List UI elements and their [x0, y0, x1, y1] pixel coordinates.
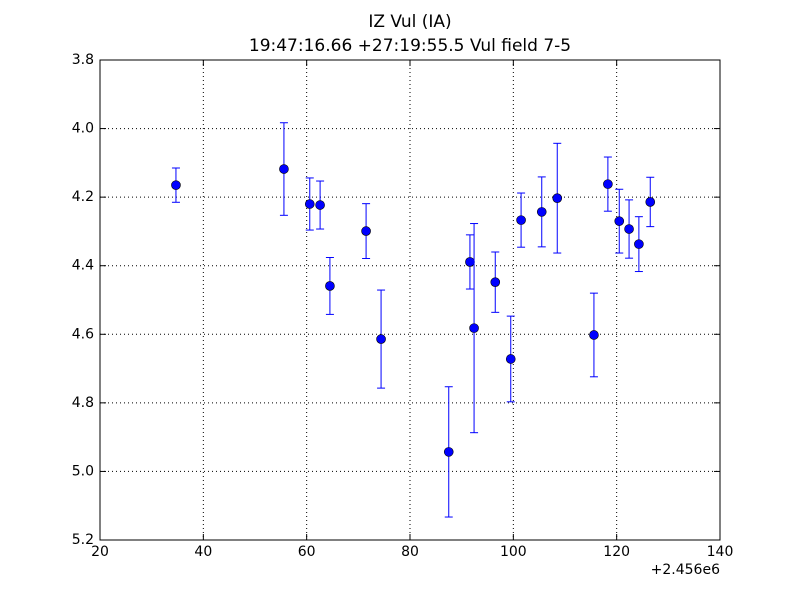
- chart-subtitle: 19:47:16.66 +27:19:55.5 Vul field 7-5: [249, 36, 571, 56]
- data-point: [589, 330, 599, 340]
- y-tick-label: 4.0: [72, 121, 94, 137]
- data-point: [624, 224, 634, 234]
- data-point: [315, 200, 325, 210]
- data-point: [603, 179, 613, 189]
- data-point: [465, 257, 475, 267]
- data-point: [505, 354, 516, 364]
- y-tick-label: 5.0: [72, 463, 94, 479]
- data-point: [634, 239, 644, 249]
- x-tick-label: 20: [91, 544, 109, 560]
- data-point: [443, 447, 454, 457]
- plot-frame: [99, 59, 721, 541]
- data-point: [304, 199, 315, 209]
- data-point: [645, 197, 656, 207]
- data-point: [469, 323, 479, 333]
- y-tick-label: 3.8: [72, 52, 94, 68]
- x-tick-label: 100: [500, 544, 527, 560]
- y-tick-label: 4.6: [72, 326, 94, 342]
- data-point: [552, 193, 563, 203]
- data-point: [376, 334, 386, 344]
- data-point: [361, 226, 371, 236]
- y-tick-label: 4.8: [72, 395, 94, 411]
- data-point: [490, 277, 501, 287]
- x-tick-label: 120: [603, 544, 630, 560]
- chart-title: IZ Vul (IA): [368, 12, 451, 32]
- data-point: [516, 215, 526, 225]
- x-offset-label: +2.456e6: [651, 562, 720, 578]
- x-tick-label: 140: [707, 544, 734, 560]
- y-tick-label: 4.2: [72, 189, 94, 205]
- y-tick-label: 5.2: [72, 532, 94, 548]
- data-point: [536, 207, 547, 217]
- x-tick-label: 40: [194, 544, 212, 560]
- data-point: [171, 180, 181, 190]
- data-point: [325, 281, 335, 291]
- data-point: [279, 164, 289, 174]
- x-tick-label: 60: [298, 544, 316, 560]
- data-point: [614, 216, 625, 226]
- y-tick-label: 4.4: [72, 258, 94, 274]
- x-tick-label: 80: [401, 544, 419, 560]
